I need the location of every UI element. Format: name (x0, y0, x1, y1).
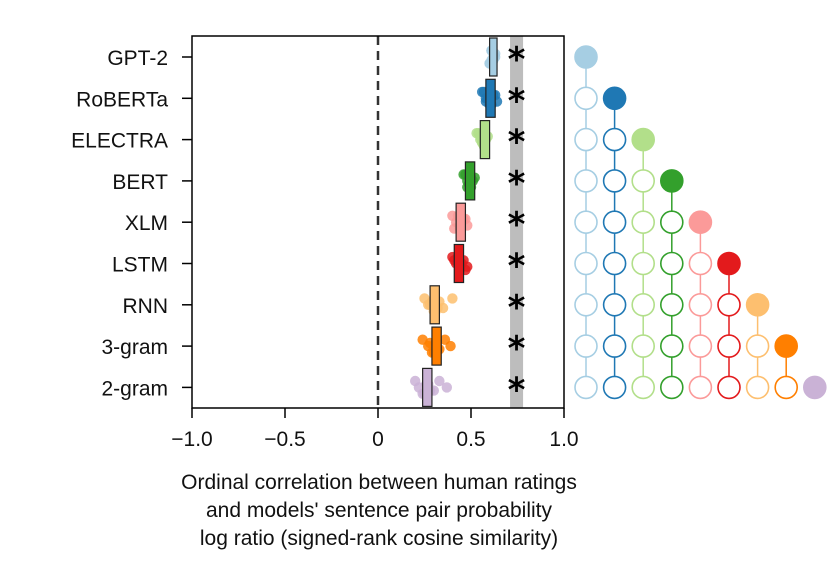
model-label: ELECTRA (71, 130, 168, 153)
model-label: BERT (112, 171, 168, 194)
x-tick-label: 0.5 (456, 428, 485, 451)
matrix-comparison-circle (688, 334, 713, 358)
matrix-comparison-circle (574, 86, 598, 111)
matrix-comparison-circle (659, 334, 684, 358)
model-box (464, 161, 476, 201)
matrix-comparison-circle (717, 334, 741, 358)
matrix-comparison-circle (688, 375, 713, 400)
matrix-model-dot (631, 127, 656, 152)
data-point (447, 293, 458, 304)
model-box (455, 202, 467, 242)
model-box (429, 285, 440, 325)
matrix-comparison-circle (717, 292, 741, 317)
x-tick-label: −1.0 (171, 428, 212, 451)
significance-star: * (508, 40, 526, 80)
model-box (485, 78, 496, 118)
matrix-comparison-circle (659, 210, 684, 234)
model-box (479, 119, 491, 160)
matrix-comparison-circle (602, 127, 627, 152)
matrix-comparison-circle (574, 375, 598, 400)
significance-star: * (508, 370, 526, 410)
matrix-comparison-circle (574, 292, 598, 317)
matrix-comparison-circle (602, 251, 627, 276)
matrix-comparison-circle (659, 292, 684, 317)
significance-star: * (508, 164, 526, 204)
model-box (422, 367, 433, 407)
significance-star: * (508, 288, 526, 328)
matrix-comparison-circle (717, 375, 741, 400)
model-label: RNN (123, 295, 169, 318)
model-box (431, 326, 442, 366)
matrix-comparison-circle (631, 334, 656, 358)
matrix-comparison-circle (688, 251, 713, 276)
model-label: LSTM (112, 254, 168, 277)
matrix-model-dot (802, 375, 827, 400)
x-label-line: log ratio (signed-rank cosine similarity… (200, 527, 558, 550)
x-label-line: Ordinal correlation between human rating… (181, 471, 577, 494)
model-label: 3-gram (101, 336, 168, 359)
significance-star: * (508, 247, 526, 287)
matrix-comparison-circle (745, 375, 770, 400)
model-box (489, 37, 498, 77)
matrix-model-dot (745, 292, 770, 317)
significance-star: * (508, 329, 526, 369)
x-label-line: and models' sentence pair probability (206, 499, 553, 522)
matrix-comparison-circle (602, 169, 627, 193)
data-point (441, 382, 453, 393)
x-axis: −1.0 −0.5 0 0.5 1.0 (171, 408, 579, 451)
model-label: 2-gram (101, 377, 168, 400)
model-label: XLM (125, 212, 168, 235)
matrix-comparison-circle (574, 334, 598, 358)
x-tick-label: 0 (372, 428, 384, 451)
model-labels: GPT-2 RoBERTa ELECTRA BERT XLM LSTM RNN 3-gram 2… (71, 47, 192, 400)
matrix-comparison-circle (659, 251, 684, 276)
matrix-comparison-circle (574, 210, 598, 234)
x-axis-label: Ordinal correlation between human rating… (181, 471, 577, 550)
x-tick-label: 1.0 (549, 428, 578, 451)
model-label: RoBERTa (76, 88, 168, 111)
matrix-model-dot (574, 45, 598, 69)
plot-area: ********* (191, 35, 565, 410)
significance-star: * (508, 205, 526, 245)
matrix-comparison-circle (602, 375, 627, 400)
matrix-comparison-circle (602, 334, 627, 358)
matrix-comparison-circle (574, 251, 598, 276)
data-point (445, 340, 456, 352)
noise-ceiling-band (510, 36, 524, 408)
matrix-comparison-circle (574, 127, 598, 152)
pairwise-comparison-matrix (574, 45, 827, 400)
matrix-comparison-circle (631, 169, 656, 193)
matrix-comparison-circle (602, 210, 627, 234)
matrix-model-dot (659, 169, 684, 193)
significance-star: * (508, 123, 526, 163)
matrix-model-dot (688, 210, 713, 234)
matrix-comparison-circle (602, 292, 627, 317)
data-point (434, 375, 445, 387)
matrix-comparison-circle (659, 375, 684, 400)
model-box (453, 243, 465, 284)
matrix-model-dot (717, 251, 741, 276)
matrix-comparison-circle (631, 292, 656, 317)
matrix-comparison-circle (631, 210, 656, 234)
x-tick-label: −0.5 (264, 428, 305, 451)
model-label: GPT-2 (107, 47, 168, 70)
matrix-comparison-circle (774, 375, 799, 400)
matrix-model-dot (602, 86, 627, 111)
matrix-comparison-circle (631, 375, 656, 400)
matrix-comparison-circle (631, 251, 656, 276)
matrix-comparison-circle (574, 169, 598, 193)
matrix-model-dot (774, 334, 799, 358)
significance-star: * (508, 81, 526, 121)
matrix-comparison-circle (745, 334, 770, 358)
matrix-comparison-circle (688, 292, 713, 317)
